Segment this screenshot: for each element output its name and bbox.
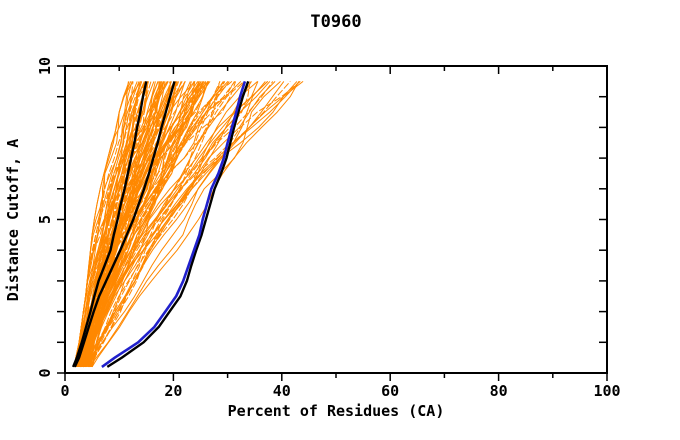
server-model-curve <box>80 81 196 368</box>
axes-layer: 0 20 40 60 80 100 0 5 10 <box>36 57 621 400</box>
best-model-black-1-curve <box>71 81 148 368</box>
server-model-curve <box>81 81 149 368</box>
server-model-curve <box>84 81 266 368</box>
chart-title: T0960 <box>310 12 361 32</box>
server-model-curve <box>91 81 300 368</box>
x-axis-title: Percent of Residues (CA) <box>228 402 445 420</box>
x-tick-label: 20 <box>164 382 182 400</box>
server-model-curve <box>78 81 159 367</box>
y-tick-label: 10 <box>36 57 54 75</box>
server-model-curve <box>83 81 159 368</box>
y-tick-label: 5 <box>36 215 54 224</box>
server-model-curve <box>82 81 199 367</box>
best-model-black-3-curve <box>106 81 250 368</box>
server-model-curve <box>87 81 252 368</box>
server-model-curve <box>80 81 149 368</box>
server-model-curve <box>78 81 148 368</box>
x-tick-label: 0 <box>60 382 69 400</box>
server-model-curve <box>82 81 233 367</box>
x-tick-label: 80 <box>490 382 508 400</box>
server-model-curve <box>84 81 224 367</box>
server-model-curve <box>87 81 226 368</box>
server-model-curve <box>89 81 281 368</box>
server-model-curve <box>85 81 229 367</box>
best-model-black-2-curve <box>73 81 176 368</box>
x-tick-label: 100 <box>593 382 620 400</box>
server-model-curve <box>78 81 134 367</box>
server-model-curve <box>85 81 209 367</box>
curves-layer <box>71 81 304 368</box>
server-model-curve <box>90 81 242 367</box>
y-tick-label: 0 <box>36 368 54 377</box>
server-model-curve <box>89 81 298 367</box>
y-axis-title: Distance Cutoff, A <box>4 139 22 302</box>
server-model-curve <box>90 81 237 367</box>
server-model-curve <box>78 81 150 367</box>
x-tick-label: 60 <box>381 382 399 400</box>
server-model-curve <box>85 81 207 368</box>
server-model-curve <box>85 81 258 367</box>
server-model-curve <box>91 81 251 368</box>
server-model-curve <box>85 81 199 368</box>
x-tick-label: 40 <box>273 382 291 400</box>
server-model-curve <box>85 81 245 367</box>
highlight-model-blue-curve <box>101 81 247 368</box>
server-model-curve <box>79 81 166 368</box>
